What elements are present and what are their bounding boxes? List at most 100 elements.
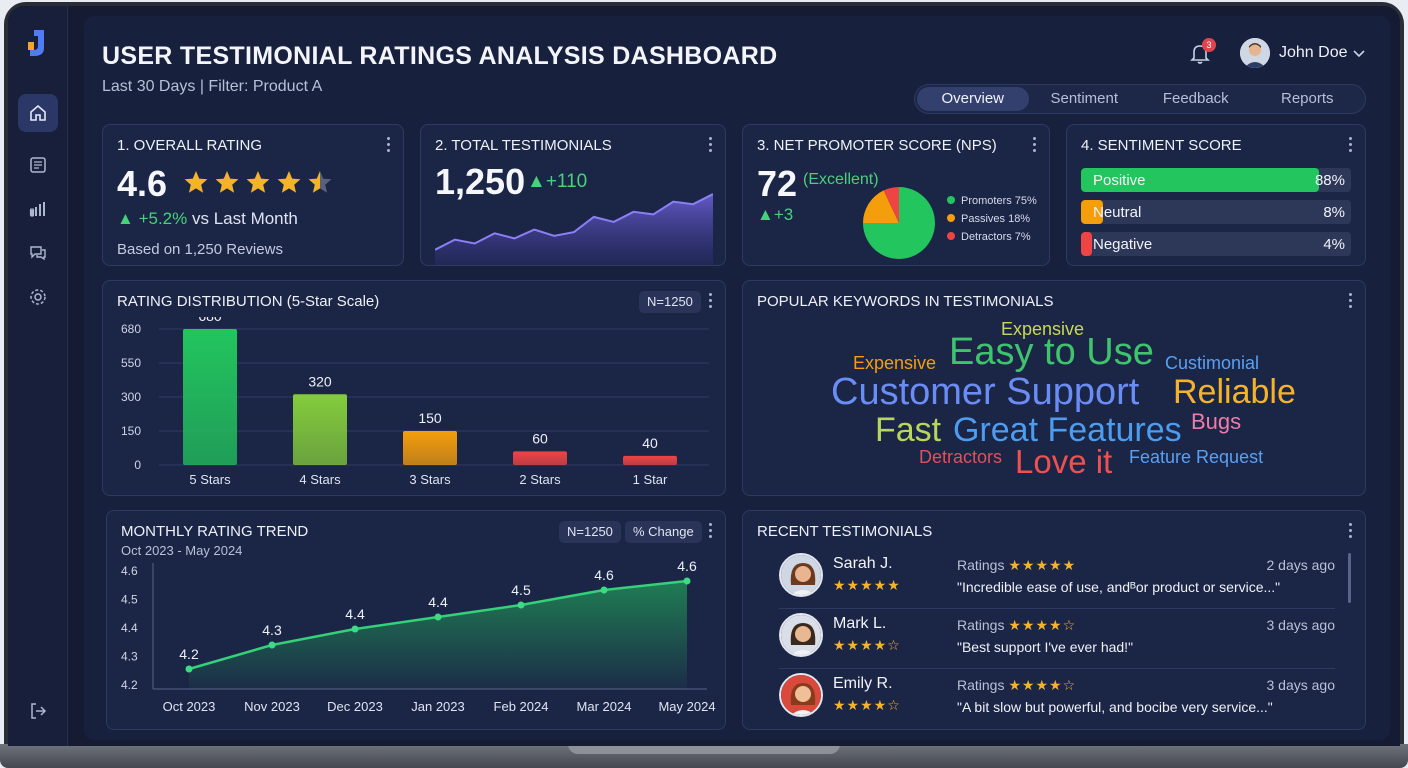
trend-area <box>189 581 687 689</box>
more-options-icon[interactable] <box>709 523 713 539</box>
total-change-value: +110 <box>545 171 588 192</box>
testimonial-row[interactable]: Emily R. ★★★★☆ Ratings ★★★★☆ 3 days ago … <box>779 669 1335 729</box>
more-options-icon[interactable] <box>1349 523 1353 539</box>
sentiment-pct: 8% <box>1323 204 1345 221</box>
x-tick-label: May 2024 <box>658 699 715 714</box>
point-value-label: 4.3 <box>262 622 282 638</box>
sentiment-fill <box>1081 168 1319 192</box>
tab-sentiment[interactable]: Sentiment <box>1050 90 1119 107</box>
chevron-down-icon[interactable] <box>1352 46 1366 60</box>
more-options-icon[interactable] <box>1349 293 1353 309</box>
point-value-label: 4.6 <box>594 567 614 583</box>
sidebar-item-logout[interactable] <box>18 692 58 730</box>
x-tick-label: 5 Stars <box>189 472 231 487</box>
keyword[interactable]: Bugs <box>1191 409 1242 434</box>
sample-size-tag: N=1250 <box>639 291 701 313</box>
rating-change-text: vs Last Month <box>191 209 298 228</box>
user-name[interactable]: John Doe <box>1279 44 1348 61</box>
total-testimonials-card: 2. TOTAL TESTIMONIALS 1,250 ▲+110 <box>420 124 726 266</box>
y-tick-label: 150 <box>121 424 141 438</box>
overall-rating-value: 4.6 <box>117 163 168 204</box>
screen: USER TESTIMONIAL RATINGS ANALYSIS DASHBO… <box>8 6 1400 746</box>
based-on-text: Based on 1,250 Reviews <box>117 241 283 258</box>
sidebar-item-settings[interactable] <box>18 278 58 316</box>
testimonial-row[interactable]: Sarah J. ★★★★★ Ratings ★★★★★ 2 days ago … <box>779 549 1335 609</box>
sentiment-bar-negative: Negative 4% <box>1081 232 1351 256</box>
testimonials-sparkline <box>435 193 713 265</box>
sidebar-item-messages[interactable] <box>18 234 58 272</box>
keyword[interactable]: Custimonial <box>1165 353 1260 373</box>
x-tick-label: 3 Stars <box>409 472 451 487</box>
more-options-icon[interactable] <box>387 137 391 153</box>
review-quote: "Best support I've ever had!" <box>957 639 1134 655</box>
rating-stars: ★★★★☆ <box>1008 617 1077 633</box>
reviewer-stars: ★★★★☆ <box>833 697 901 713</box>
keyword[interactable]: Detractors <box>919 447 1003 467</box>
view-tabs: Overview Sentiment Feedback Reports <box>914 84 1366 114</box>
card-title: 3. NET PROMOTER SCORE (NPS) <box>757 137 997 154</box>
nps-value: 72 <box>757 163 798 204</box>
sentiment-label: Positive <box>1093 172 1146 189</box>
keyword[interactable]: Reliable <box>1173 373 1296 411</box>
bar-value-label: 320 <box>308 373 332 389</box>
y-tick-label: 4.2 <box>121 678 138 692</box>
trend-point <box>434 613 442 621</box>
monthly-trend-chart: 4.2 4.3 4.4 4.5 4.6 4.2 Oct 2023 4.3 Nov 2023 4.4… <box>121 558 716 714</box>
card-title: MONTHLY RATING TREND <box>121 523 309 540</box>
percent-change-toggle[interactable]: % Change <box>625 521 702 543</box>
sentiment-bar-positive: Positive 88% <box>1081 168 1351 192</box>
more-options-icon[interactable] <box>1349 137 1353 153</box>
keyword[interactable]: Feature Request <box>1129 447 1264 467</box>
bar-value-label: 150 <box>418 410 442 426</box>
scrollbar[interactable] <box>1348 553 1351 603</box>
bar <box>183 329 237 465</box>
notification-bell-icon[interactable] <box>1187 40 1213 66</box>
trend-point <box>268 641 276 649</box>
reviewer-name: Sarah J. <box>833 555 893 572</box>
keyword[interactable]: Easy to Use <box>949 331 1154 373</box>
nps-pie-chart <box>863 187 935 259</box>
x-tick-label: 2 Stars <box>519 472 561 487</box>
more-options-icon[interactable] <box>709 137 713 153</box>
point-value-label: 4.4 <box>345 606 365 622</box>
reviewer-name: Mark L. <box>833 615 887 632</box>
bar <box>403 431 457 465</box>
keyword[interactable]: Customer Support <box>831 371 1140 413</box>
x-tick-label: Dec 2023 <box>327 699 383 714</box>
user-avatar[interactable] <box>1240 38 1270 68</box>
notification-badge: 3 <box>1202 38 1216 52</box>
rating-change-value: +5.2% <box>138 209 188 228</box>
sidebar-item-home[interactable] <box>18 94 58 132</box>
rating-distribution-card: RATING DISTRIBUTION (5-Star Scale) N=125… <box>102 280 726 496</box>
y-tick-label: 4.6 <box>121 564 138 578</box>
total-testimonials-value: 1,250 <box>435 161 526 202</box>
testimonial-row[interactable]: Mark L. ★★★★☆ Ratings ★★★★☆ 3 days ago "… <box>779 609 1335 669</box>
sentiment-score-card: 4. SENTIMENT SCORE Positive 88% Neutral … <box>1066 124 1366 266</box>
sidebar-item-analytics[interactable] <box>18 190 58 228</box>
sidebar-item-documents[interactable] <box>18 146 58 184</box>
keyword[interactable]: Expensive <box>853 353 937 373</box>
more-options-icon[interactable] <box>709 293 713 309</box>
sidebar <box>8 6 68 746</box>
keyword[interactable]: Love it <box>1015 443 1113 480</box>
y-tick-label: 4.4 <box>121 621 138 635</box>
tab-reports[interactable]: Reports <box>1280 90 1334 107</box>
keyword[interactable]: Fast <box>875 411 942 449</box>
sentiment-fill <box>1081 232 1092 256</box>
keywords-card: POPULAR KEYWORDS IN TESTIMONIALS Expensi… <box>742 280 1366 496</box>
legend-promoters: Promoters 75% <box>947 195 1037 207</box>
card-title: RATING DISTRIBUTION (5-Star Scale) <box>117 293 380 310</box>
bar-value-label: 680 <box>198 317 222 324</box>
more-options-icon[interactable] <box>1033 137 1037 153</box>
review-date: 3 days ago <box>1266 617 1336 633</box>
dashboard-main: USER TESTIMONIAL RATINGS ANALYSIS DASHBO… <box>84 16 1390 740</box>
tab-overview[interactable]: Overview <box>917 87 1029 111</box>
review-quote: "Incredible ease of use, andᴮor product … <box>957 579 1281 595</box>
tab-feedback[interactable]: Feedback <box>1162 90 1229 107</box>
keyword[interactable]: Great Features <box>953 411 1182 449</box>
keyword[interactable]: Expensive <box>1001 319 1085 339</box>
sample-size-tag[interactable]: N=1250 <box>559 521 621 543</box>
app-logo-icon[interactable] <box>26 28 52 58</box>
bar-value-label: 60 <box>532 430 548 446</box>
trend-point <box>185 665 193 673</box>
